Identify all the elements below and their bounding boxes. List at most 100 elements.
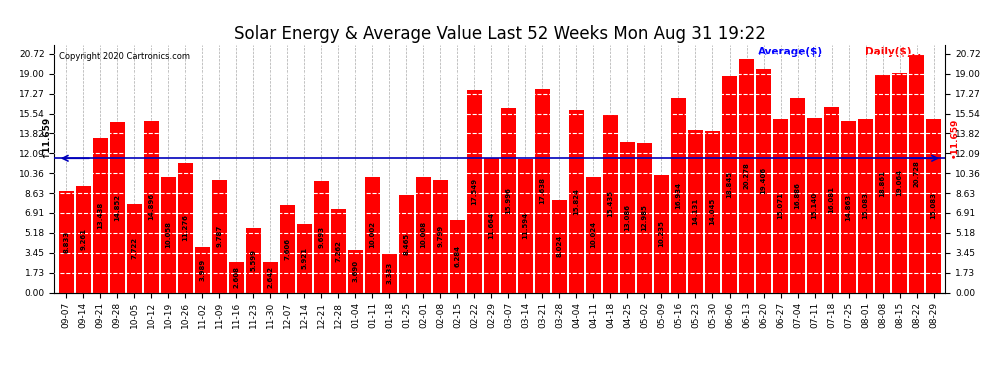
Bar — [110, 122, 125, 292]
Bar — [450, 220, 464, 292]
Text: 19.406: 19.406 — [760, 167, 766, 194]
Bar — [858, 119, 873, 292]
Text: 15.996: 15.996 — [506, 187, 512, 214]
Text: 18.845: 18.845 — [727, 171, 733, 198]
Text: 20.728: 20.728 — [914, 160, 920, 187]
Text: 8.465: 8.465 — [404, 233, 410, 255]
Bar — [145, 121, 158, 292]
Text: 7.722: 7.722 — [132, 237, 138, 259]
Text: •11.659: •11.659 — [949, 118, 958, 158]
Bar — [621, 142, 635, 292]
Text: 17.549: 17.549 — [471, 178, 477, 205]
Text: 11.276: 11.276 — [182, 214, 188, 241]
Text: 10.002: 10.002 — [369, 221, 375, 248]
Text: 2.642: 2.642 — [267, 266, 273, 288]
Text: 17.638: 17.638 — [540, 177, 545, 204]
Bar — [280, 205, 295, 292]
Bar — [790, 98, 805, 292]
Bar — [875, 75, 890, 292]
Bar — [569, 110, 584, 292]
Text: 12.985: 12.985 — [642, 204, 647, 231]
Text: Copyright 2020 Cartronics.com: Copyright 2020 Cartronics.com — [59, 53, 190, 62]
Text: 3.989: 3.989 — [199, 258, 205, 280]
Bar — [723, 76, 737, 292]
Bar — [552, 200, 566, 292]
Bar — [297, 224, 312, 292]
Bar — [434, 180, 447, 292]
Text: 10.024: 10.024 — [590, 221, 596, 248]
Bar — [756, 69, 771, 292]
Text: 7.262: 7.262 — [336, 240, 342, 262]
Text: 16.081: 16.081 — [829, 186, 835, 213]
Bar — [501, 108, 516, 292]
Bar — [382, 254, 397, 292]
Bar — [195, 247, 210, 292]
Text: 16.934: 16.934 — [675, 182, 681, 209]
Text: 6.284: 6.284 — [454, 245, 460, 267]
Bar — [484, 158, 499, 292]
Bar — [603, 115, 618, 292]
Text: 3.333: 3.333 — [386, 262, 392, 285]
Bar — [263, 262, 277, 292]
Text: 14.852: 14.852 — [115, 194, 121, 220]
Bar — [807, 118, 822, 292]
Text: 9.261: 9.261 — [80, 228, 86, 250]
Bar — [161, 177, 175, 292]
Text: Average($): Average($) — [758, 48, 824, 57]
Text: 3.690: 3.690 — [352, 260, 358, 282]
Bar — [705, 131, 720, 292]
Bar — [842, 122, 855, 292]
Bar — [892, 73, 907, 292]
Text: 9.799: 9.799 — [438, 225, 444, 247]
Bar — [671, 98, 686, 292]
Bar — [416, 177, 431, 292]
Bar — [59, 191, 73, 292]
Text: 18.861: 18.861 — [879, 171, 885, 198]
Text: 15.824: 15.824 — [573, 188, 579, 215]
Bar — [688, 130, 703, 292]
Bar — [825, 107, 839, 292]
Text: 15.435: 15.435 — [608, 190, 614, 217]
Bar — [229, 262, 244, 292]
Text: 9.787: 9.787 — [217, 225, 223, 247]
Text: ↑11.659: ↑11.659 — [42, 116, 50, 158]
Bar — [740, 59, 753, 292]
Text: 9.693: 9.693 — [319, 226, 325, 248]
Text: 14.045: 14.045 — [710, 198, 716, 225]
Bar — [365, 177, 379, 292]
Text: 11.664: 11.664 — [488, 212, 494, 239]
Bar — [773, 119, 788, 292]
Text: 14.896: 14.896 — [148, 193, 154, 220]
Text: 5.599: 5.599 — [250, 249, 256, 271]
Bar — [127, 204, 142, 292]
Bar — [518, 159, 533, 292]
Text: 15.083: 15.083 — [931, 192, 937, 219]
Bar — [399, 195, 414, 292]
Text: 7.606: 7.606 — [284, 238, 290, 260]
Text: 19.064: 19.064 — [897, 169, 903, 196]
Bar — [212, 180, 227, 292]
Text: 14.863: 14.863 — [845, 194, 851, 220]
Bar — [654, 175, 668, 292]
Text: 8.024: 8.024 — [556, 235, 562, 258]
Bar — [638, 143, 651, 292]
Bar — [910, 54, 924, 292]
Text: 15.083: 15.083 — [862, 192, 868, 219]
Bar — [332, 209, 346, 292]
Text: 13.086: 13.086 — [625, 204, 631, 231]
Text: 14.131: 14.131 — [692, 198, 699, 225]
Bar — [76, 186, 90, 292]
Text: 10.058: 10.058 — [165, 221, 171, 248]
Bar — [314, 181, 329, 292]
Bar — [348, 250, 362, 292]
Text: 20.278: 20.278 — [743, 162, 749, 189]
Bar — [93, 138, 108, 292]
Text: 16.886: 16.886 — [795, 182, 801, 209]
Text: 11.594: 11.594 — [523, 212, 529, 239]
Title: Solar Energy & Average Value Last 52 Weeks Mon Aug 31 19:22: Solar Energy & Average Value Last 52 Wee… — [234, 26, 766, 44]
Text: 10.235: 10.235 — [658, 220, 664, 247]
Text: Daily($): Daily($) — [865, 48, 912, 57]
Text: 15.071: 15.071 — [777, 192, 783, 219]
Text: 2.608: 2.608 — [234, 267, 240, 288]
Bar — [927, 119, 940, 292]
